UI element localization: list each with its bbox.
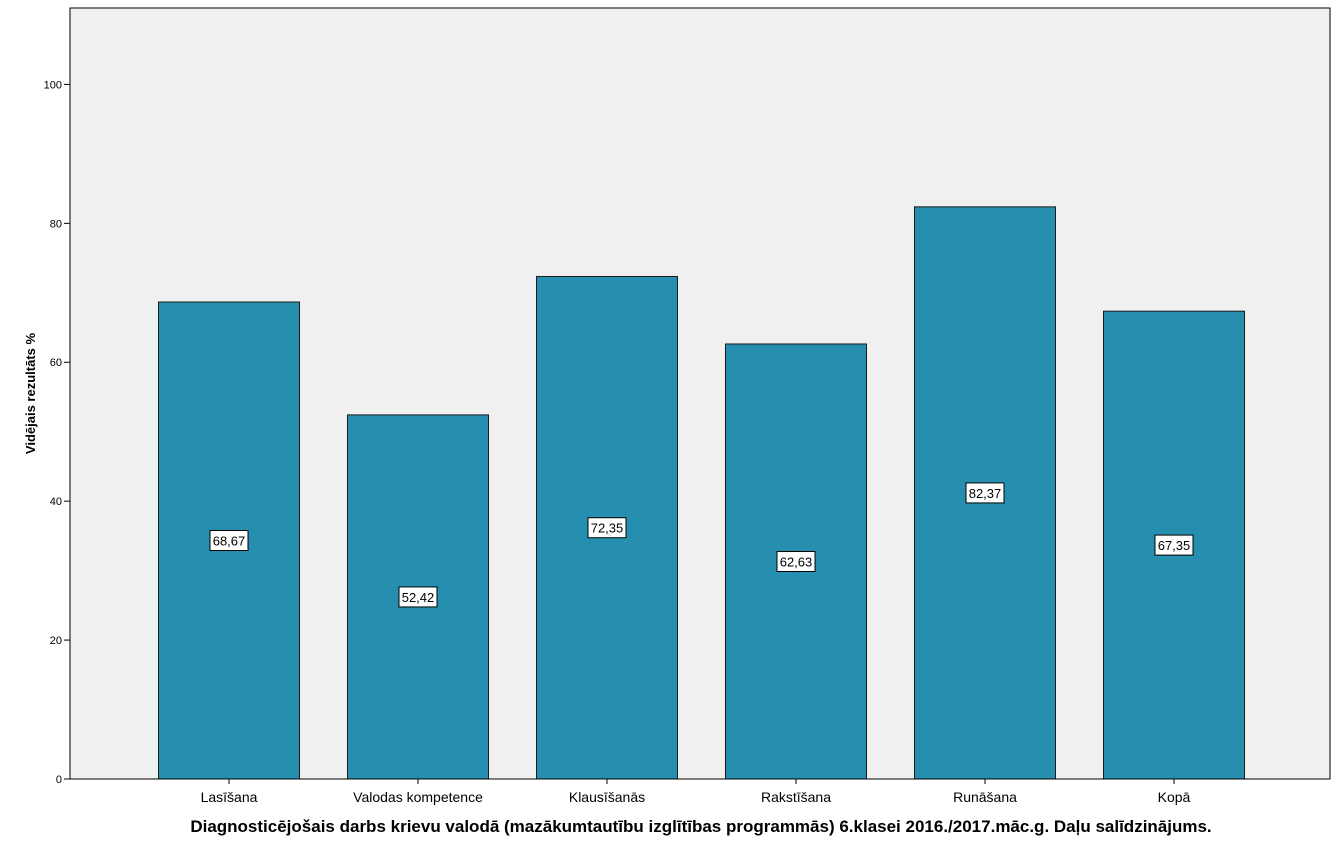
value-label-box (398, 586, 438, 608)
x-tick-label: Rakstīšana (761, 789, 831, 805)
value-label: 67,35 (1158, 538, 1191, 553)
x-tick-label: Valodas kompetence (353, 789, 483, 805)
x-tick-label: Runāšana (953, 789, 1017, 805)
x-axis: Lasīšana Valodas kompetence Klausīšanās Rak… (70, 778, 1330, 805)
value-label: 72,35 (591, 521, 624, 536)
y-tick-label: 80 (50, 218, 62, 230)
value-label-box (1154, 534, 1194, 556)
value-labels: 68,67 52,42 72,35 62,63 82,37 67,35 (209, 482, 1194, 608)
value-label: 62,63 (780, 554, 813, 569)
y-tick-label: 100 (44, 79, 62, 91)
y-tick-label: 0 (56, 774, 62, 786)
x-tick-label: Lasīšana (201, 789, 258, 805)
value-label-box (587, 517, 627, 539)
y-tick-label: 20 (50, 635, 62, 647)
y-axis-title: Vidējais rezultāts % (23, 332, 38, 454)
value-label-box (209, 530, 249, 552)
value-label: 82,37 (969, 486, 1002, 501)
y-tick-label: 40 (50, 496, 62, 508)
value-label-box (776, 550, 816, 572)
x-tick-label: Klausīšanās (569, 789, 645, 805)
y-axis: 0 20 40 60 80 100 (44, 8, 71, 786)
value-label: 52,42 (402, 590, 435, 605)
value-label: 68,67 (213, 534, 246, 549)
bars (158, 206, 1245, 780)
value-label-box (965, 482, 1005, 504)
x-tick-label: Kopā (1158, 789, 1191, 805)
x-axis-title: Diagnosticējošais darbs krievu valodā (m… (190, 817, 1211, 836)
y-tick-label: 60 (50, 357, 62, 369)
